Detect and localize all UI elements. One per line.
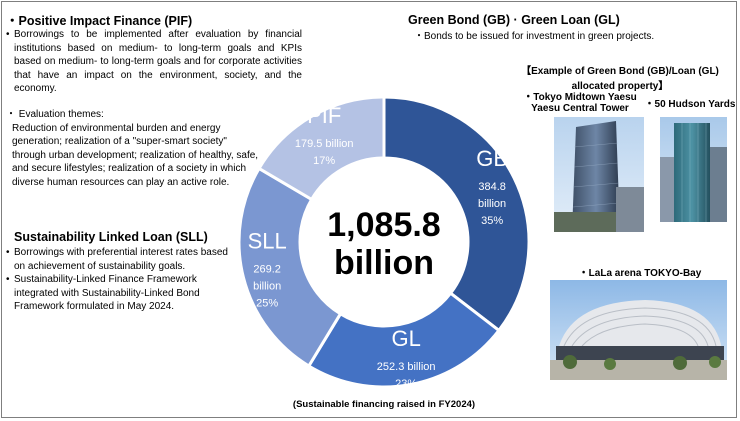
- examples-title-line2: allocated property】: [571, 81, 669, 92]
- building-photo-tokyo-midtown-yaesu: [554, 117, 644, 232]
- property2-caption: ・50 Hudson Yards: [644, 99, 736, 110]
- sll-bullet: Sustainability-Linked Finance Framework …: [6, 273, 236, 314]
- property1-line2: Yaesu Central Tower: [531, 103, 629, 114]
- examples-title: 【Example of Green Bond (GB)/Loan (GL) al…: [505, 62, 735, 92]
- themes-label: ・ Evaluation themes:: [6, 109, 104, 120]
- slice-label-gl-value: 252.3 billion: [377, 361, 436, 373]
- pif-heading: ・Positive Impact Finance (PIF): [6, 14, 193, 28]
- bullet-icon: ・: [414, 31, 424, 42]
- slice-label-gb-value: 384.8: [478, 181, 506, 193]
- pif-bullet: Borrowings to be implemented after evalu…: [6, 28, 302, 96]
- sll-bullet: Borrowings with preferential interest ra…: [6, 246, 236, 273]
- gb-gl-description: ・Bonds to be issued for investment in gr…: [414, 30, 714, 44]
- slice-label-pif-name: PIF: [307, 103, 341, 128]
- pif-evaluation-themes: ・ Evaluation themes: Reduction of enviro…: [6, 108, 262, 189]
- sll-heading: Sustainability Linked Loan (SLL): [14, 230, 208, 244]
- gb-bullet: Bonds to be issued for investment in gre…: [424, 31, 655, 42]
- slice-label-sll-unit: billion: [253, 280, 281, 292]
- themes-text: Reduction of environmental burden and en…: [12, 122, 259, 188]
- slice-label-sll-value: 269.2: [253, 263, 281, 275]
- total-unit-label: billion: [334, 244, 434, 282]
- slice-label-gl-percent: 23%: [395, 378, 417, 390]
- sll-description-list: Borrowings with preferential interest ra…: [6, 246, 236, 314]
- examples-title-line1: 【Example of Green Bond (GB)/Loan (GL): [521, 66, 719, 77]
- chart-caption: (Sustainable financing raised in FY2024): [293, 399, 475, 410]
- total-value-label: 1,085.8: [327, 206, 440, 244]
- slice-label-sll-percent: 25%: [256, 297, 278, 309]
- property1-line1: ・Tokyo Midtown Yaesu: [523, 92, 637, 103]
- slice-label-gl-name: GL: [391, 326, 420, 351]
- gb-gl-heading: Green Bond (GB) · Green Loan (GL): [408, 13, 620, 27]
- property3-caption: ・LaLa arena TOKYO-Bay: [578, 268, 702, 279]
- slice-label-gb-unit: billion: [478, 198, 506, 210]
- slice-label-sll-name: SLL: [248, 228, 287, 253]
- pif-description-list: Borrowings to be implemented after evalu…: [6, 28, 302, 96]
- slice-label-pif-value: 179.5 billion: [295, 138, 354, 150]
- slice-label-gb-percent: 35%: [481, 215, 503, 227]
- slice-label-pif-percent: 17%: [313, 155, 335, 167]
- building-photo-lala-arena: [550, 280, 727, 380]
- building-photo-50-hudson-yards: [660, 117, 727, 222]
- property1-caption: ・Tokyo Midtown Yaesu Yaesu Central Tower: [515, 88, 645, 114]
- slice-label-gb-name: GB: [476, 146, 508, 171]
- donut-hole: [300, 158, 468, 326]
